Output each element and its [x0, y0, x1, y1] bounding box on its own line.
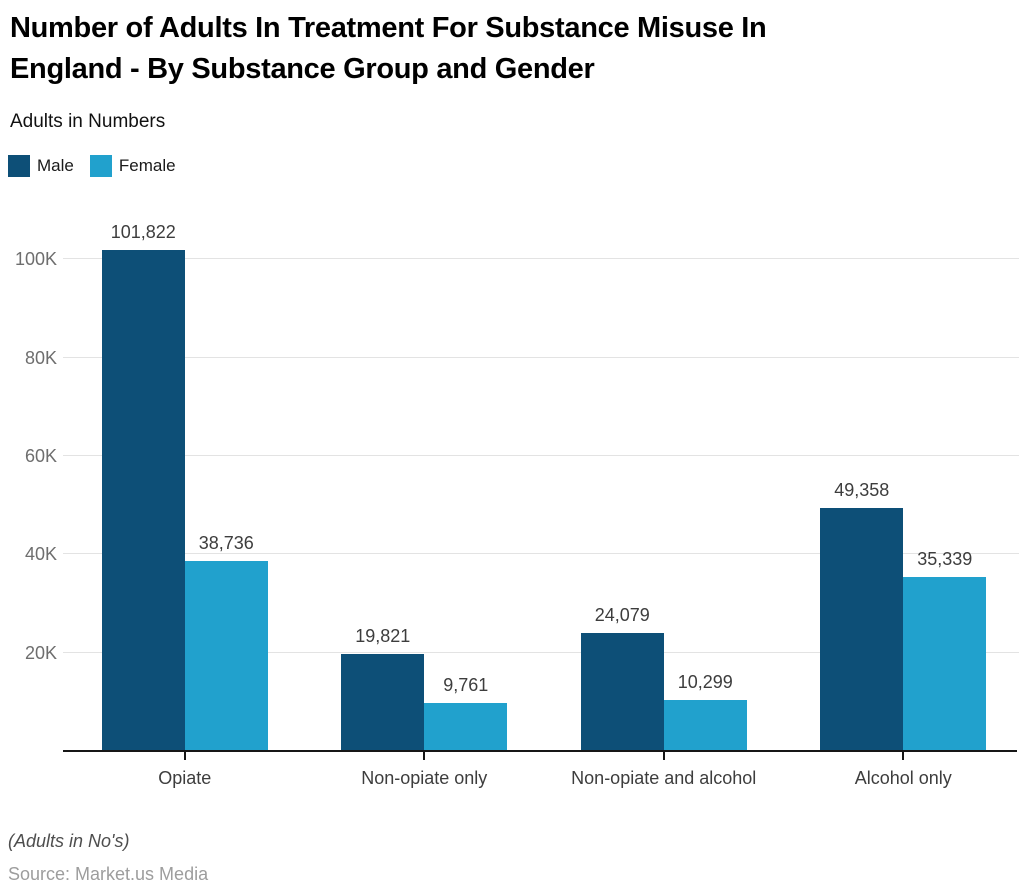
- bar-male-3: [580, 632, 664, 751]
- bar-female-2: [424, 703, 508, 751]
- male-color-swatch: [8, 155, 30, 177]
- bar-value-label: 24,079: [594, 604, 650, 625]
- chart-title: Number of Adults In Treatment For Substa…: [10, 12, 767, 86]
- x-axis-category-label: Alcohol only: [854, 768, 952, 788]
- bar-male-2: [341, 653, 425, 751]
- bar-value-label: 49,358: [834, 480, 890, 501]
- bar-male-1: [101, 250, 185, 751]
- bar-female-1: [184, 560, 268, 751]
- y-axis-tick-label: 20K: [24, 642, 57, 663]
- gridline-40K: [63, 553, 1019, 555]
- gridline-20K: [63, 651, 1019, 653]
- bar-male-4: [820, 508, 904, 751]
- bar-value-label: 10,299: [677, 672, 733, 693]
- y-axis-tick-label: 40K: [24, 544, 57, 565]
- legend-label-female: Female: [118, 156, 176, 175]
- x-axis-category-label: Non-opiate and alcohol: [571, 768, 757, 788]
- plot-area: 101,822 38,736 19,821 9,761 24,079 10,299 49,3…: [63, 210, 1023, 751]
- chart-subtitle: Adults in Numbers: [10, 111, 166, 132]
- x-axis-tick: [183, 752, 186, 760]
- gridline-60K: [63, 454, 1019, 456]
- bar-value-label: 19,821: [355, 625, 411, 646]
- x-axis-tick: [662, 752, 665, 760]
- legend-label-male: Male: [37, 156, 74, 175]
- bar-value-label: 101,822: [110, 222, 176, 243]
- x-axis-category-label: Opiate: [158, 768, 212, 788]
- bar-value-label: 38,736: [198, 532, 254, 553]
- legend-item-male: Male: [8, 155, 74, 177]
- y-axis-tick-label: 100K: [14, 249, 57, 270]
- source-note: Source: Market.us Media: [8, 864, 209, 884]
- x-axis-tick: [423, 752, 426, 760]
- gridline-80K: [63, 356, 1019, 358]
- bar-value-label: 9,761: [443, 675, 489, 695]
- bar-female-4: [903, 577, 987, 751]
- bar-female-3: [663, 700, 747, 751]
- x-axis-category-label: Non-opiate only: [361, 768, 488, 788]
- gridline-100K: [63, 258, 1019, 260]
- legend: Male Female: [8, 155, 176, 177]
- bar-value-label: 35,339: [917, 549, 973, 570]
- y-axis-tick-label: 80K: [24, 347, 57, 368]
- axis-units-note: (Adults in No's): [8, 831, 130, 851]
- female-color-swatch: [89, 155, 112, 177]
- x-axis-tick: [902, 752, 905, 760]
- y-axis-tick-label: 60K: [24, 445, 57, 466]
- legend-item-female: Female: [89, 155, 176, 177]
- x-axis-line: [63, 750, 1017, 752]
